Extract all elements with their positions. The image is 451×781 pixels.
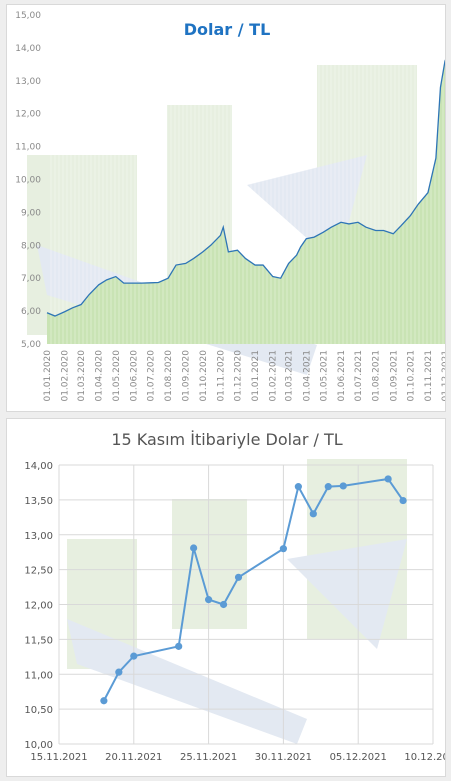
y-tick-label: 9,00: [21, 208, 41, 218]
y-tick-label: 10,00: [15, 176, 41, 186]
data-point: [234, 573, 243, 581]
x-tick-label: 01.04.2020: [95, 350, 105, 402]
x-tick-label: 20.11.2021: [105, 752, 162, 763]
y-tick-label: 10,00: [24, 740, 53, 751]
x-tick-label: 01.08.2020: [164, 350, 174, 402]
x-tick-label: 01.06.2021: [337, 350, 347, 402]
x-tick-label: 25.11.2021: [180, 752, 237, 763]
x-tick-label: 01.11.2021: [424, 350, 434, 402]
y-tick-label: 13,00: [24, 531, 53, 542]
y-tick-label: 15,00: [15, 11, 41, 21]
background-watermark: [67, 459, 407, 744]
data-point: [175, 642, 183, 650]
dollar-tl-chart-panel: 5,00 6,00 7,00 8,00 9,00 10,00 11,00 12,00 13,00…: [6, 4, 446, 412]
x-tick-label: 01.05.2021: [319, 350, 329, 402]
x-tick-label: 10.12.2021: [404, 752, 446, 763]
y-tick-label: 11,50: [24, 635, 53, 646]
data-point: [279, 545, 287, 553]
x-tick-label: 01.07.2021: [354, 350, 364, 402]
x-tick-label: 01.02.2021: [269, 350, 279, 402]
y-tick-label: 14,00: [24, 461, 53, 472]
data-point: [339, 482, 347, 490]
x-tick-label: 01.01.2021: [251, 350, 261, 402]
y-tick-label: 7,00: [21, 274, 41, 284]
y-tick-label: 8,00: [21, 241, 41, 251]
data-point: [309, 510, 317, 518]
x-tick-label: 01.03.2021: [285, 350, 295, 402]
x-tick-label: 01.03.2020: [77, 350, 87, 402]
y-tick-label: 10,50: [24, 705, 53, 716]
x-tick-label: 01.09.2020: [182, 350, 192, 402]
x-tick-label: 01.10.2020: [199, 350, 209, 402]
x-tick-label: 01.11.2020: [216, 350, 226, 402]
x-tick-label: 01.01.2020: [43, 350, 53, 402]
x-tick-label: 01.04.2021: [302, 350, 312, 402]
x-tick-label: 01.09.2021: [389, 350, 399, 402]
x-tick-label: 01.10.2021: [406, 350, 416, 402]
y-tick-label: 13,50: [24, 496, 53, 507]
x-tick-label: 01.06.2020: [129, 350, 139, 402]
x-tick-label: 15.11.2021: [30, 752, 87, 763]
x-tick-label: 01.08.2021: [372, 350, 382, 402]
y-tick-label: 13,00: [15, 77, 41, 87]
data-point: [130, 652, 138, 660]
chart-title: 15 Kasım İtibariyle Dolar / TL: [111, 430, 342, 449]
y-tick-label: 12,50: [24, 566, 53, 577]
area-fill: [47, 61, 445, 344]
y-tick-label: 11,00: [15, 143, 41, 153]
y-tick-label: 12,00: [24, 601, 53, 612]
y-tick-label: 12,00: [15, 110, 41, 120]
y-tick-label: 5,00: [21, 340, 41, 350]
x-tick-label: 01.02.2020: [61, 350, 71, 402]
data-point: [190, 544, 198, 552]
x-tick-label: 30.11.2021: [255, 752, 312, 763]
data-point: [294, 483, 302, 491]
x-tick-label: 01.12.2020: [233, 350, 243, 402]
data-point: [115, 668, 123, 676]
data-point: [100, 697, 108, 705]
dollar-tl-area-chart: 5,00 6,00 7,00 8,00 9,00 10,00 11,00 12,00 13,00…: [15, 11, 446, 402]
y-tick-label: 6,00: [21, 307, 41, 317]
data-point: [399, 496, 407, 505]
since-nov15-line-chart: 10,00 10,50 11,00 11,50 12,00 12,50 13,00 13,50…: [24, 430, 446, 763]
x-tick-label: 01.05.2020: [112, 350, 122, 402]
x-tick-label: 01.12.2021: [441, 350, 446, 402]
y-tick-label: 11,00: [24, 670, 53, 681]
x-tick-label: 01.07.2020: [146, 350, 156, 402]
data-point: [384, 475, 392, 483]
series-line: [46, 59, 445, 317]
data-point: [205, 596, 213, 604]
since-nov15-chart-panel: 10,00 10,50 11,00 11,50 12,00 12,50 13,00 13,50…: [6, 418, 446, 777]
y-tick-label: 14,00: [15, 44, 41, 54]
x-tick-label: 05.12.2021: [330, 752, 387, 763]
data-point: [324, 483, 332, 491]
chart-title: Dolar / TL: [184, 20, 271, 39]
data-point: [219, 600, 228, 609]
